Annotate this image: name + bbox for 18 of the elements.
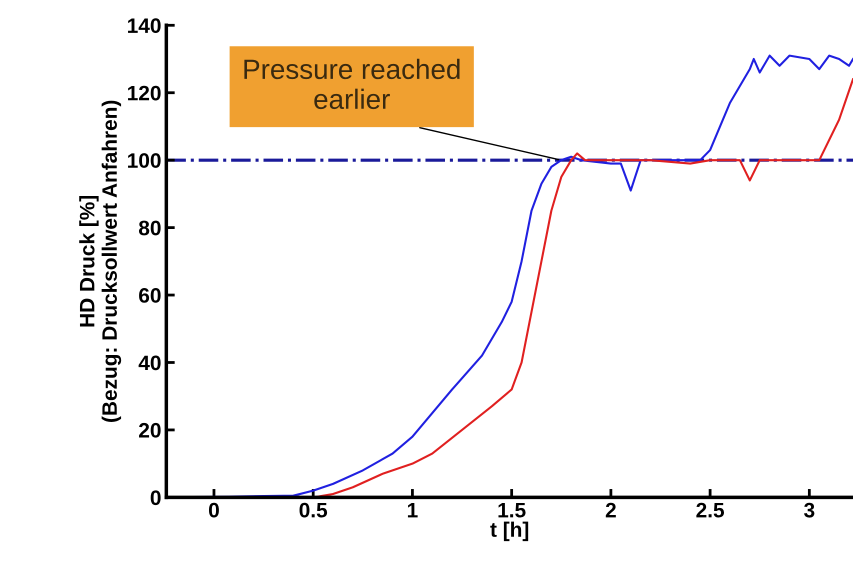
y-axis-title: HD Druck [%] (Bezug: Drucksollwert Anfahren) [79,100,122,422]
x-axis-title: t [h] [490,522,528,542]
x-tick-label: 0 [208,502,219,518]
x-tick-label: 0.5 [300,502,328,518]
y-tick-label: 60 [139,288,161,303]
y-tick-label: 0 [150,490,161,506]
y-tick-label: 120 [128,86,161,100]
y-tick-label: 80 [138,220,161,236]
y-tick-label: 40 [138,355,161,370]
x-tick-label: 3 [804,502,814,518]
y-tick-label: 140 [128,18,161,34]
x-tick-label: 2 [606,502,616,518]
y-tick-label: 100 [128,153,161,168]
x-tick-label: 1 [408,502,418,518]
annotation: Pressure reached earlier [244,58,460,110]
x-tick-label: 1.5 [498,502,526,518]
x-tick-label: 2.5 [696,502,724,518]
y-tick-label: 20 [139,422,161,438]
